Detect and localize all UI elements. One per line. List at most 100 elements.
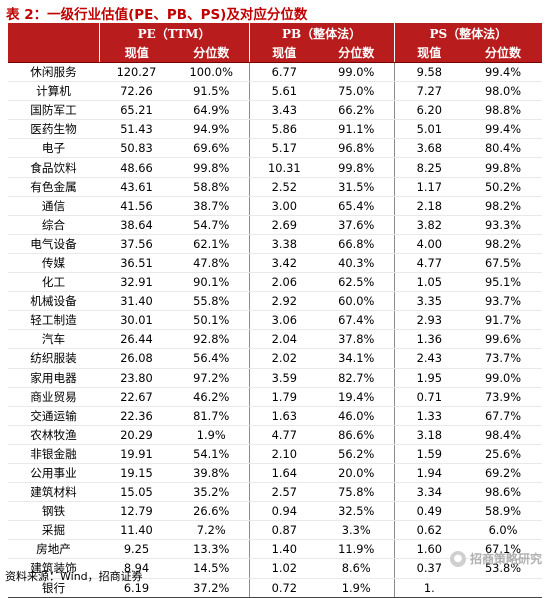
cell-name: 电子 [8,138,99,159]
cell-ps: 3.34 [393,482,465,503]
cell-pb-pct: 19.4% [319,387,395,407]
cell-name: 计算机 [8,81,99,102]
table-row: 有色金属 43.61 58.8% 2.52 31.5% 1.17 50.2% [8,177,543,197]
cell-pe: 48.66 [99,157,174,178]
cell-ps: 1.05 [393,272,465,293]
cell-pe-pct: 56.4% [174,348,250,369]
cell-ps: 1.60 [393,539,465,560]
cell-pb-pct: 11.9% [319,539,395,560]
cell-pb-pct: 60.0% [319,291,395,312]
cell-pb: 0.72 [248,578,320,598]
cell-pe-pct: 55.8% [174,291,250,312]
cell-pb-pct: 91.1% [319,119,395,140]
cell-ps: 3.68 [393,138,465,159]
cell-name: 纺织服装 [8,348,99,369]
cell-ps-pct: 91.7% [464,310,543,331]
cell-pb-pct: 37.6% [319,215,395,235]
cell-pb: 3.43 [248,100,320,121]
table-row: 轻工制造 30.01 50.1% 3.06 67.4% 2.93 91.7% [8,310,543,331]
cell-pe-pct: 94.9% [174,119,250,140]
cell-pb: 2.06 [248,272,320,293]
cell-pe-pct: 38.7% [174,196,250,216]
cell-pe: 26.08 [99,348,174,369]
cell-pb-pct: 32.5% [319,501,395,522]
cell-pe-pct: 13.3% [174,539,250,560]
table-row: 计算机 72.26 91.5% 5.61 75.0% 7.27 98.0% [8,81,543,102]
cell-pb-pct: 65.4% [319,196,395,216]
cell-pe: 51.43 [99,119,174,140]
cell-pe-pct: 69.6% [174,138,250,159]
cell-pe-pct: 46.2% [174,387,250,407]
cell-ps: 1.59 [393,444,465,464]
cell-name: 综合 [8,215,99,235]
table-row: 综合 38.64 54.7% 2.69 37.6% 3.82 93.3% [8,215,543,235]
cell-pe: 50.83 [99,138,174,159]
cell-name: 有色金属 [8,177,99,197]
cell-pe: 19.91 [99,444,174,464]
cell-pe-pct: 64.9% [174,100,250,121]
cell-ps-pct: 25.6% [464,444,543,464]
cell-ps-pct: 67.7% [464,406,543,426]
cell-ps: 1.36 [393,329,465,350]
header-pe-pct: 分位数 [174,43,250,63]
cell-pe: 32.91 [99,272,174,293]
cell-pb-pct: 82.7% [319,368,395,388]
cell-ps: 2.93 [393,310,465,331]
table-title: 表 2：一级行业估值(PE、PB、PS)及对应分位数 [6,7,308,23]
cell-ps-pct: 80.4% [464,138,543,159]
cell-pe: 38.64 [99,215,174,235]
cell-ps-pct: 99.8% [464,157,543,178]
table-row: 家用电器 23.80 97.2% 3.59 82.7% 1.95 99.0% [8,368,543,388]
valuation-table: PE（TTM） PB（整体法） PS（整体法） 现值 分位数 现值 分位数 现值… [8,23,543,598]
cell-pe: 36.51 [99,253,174,274]
cell-ps: 7.27 [393,81,465,102]
cell-pb: 0.87 [248,520,320,541]
cell-pb-pct: 62.5% [319,272,395,293]
cell-pb-pct: 75.8% [319,482,395,503]
cell-pe: 20.29 [99,425,174,445]
table-row: 机械设备 31.40 55.8% 2.92 60.0% 3.35 93.7% [8,291,543,312]
cell-ps: 3.35 [393,291,465,312]
cell-pe: 37.56 [99,234,174,254]
cell-pb-pct: 66.2% [319,100,395,121]
cell-pb: 2.57 [248,482,320,503]
cell-ps: 0.62 [393,520,465,541]
cell-name: 汽车 [8,329,99,350]
cell-pb-pct: 3.3% [319,520,395,541]
table-row: 公用事业 19.15 39.8% 1.64 20.0% 1.94 69.2% [8,463,543,484]
cell-name: 电气设备 [8,234,99,254]
table-row: 交通运输 22.36 81.7% 1.63 46.0% 1.33 67.7% [8,406,543,426]
cell-ps-pct: 50.2% [464,177,543,197]
cell-name: 农林牧渔 [8,425,99,445]
cell-ps-pct: 73.7% [464,348,543,369]
cell-ps-pct: 53.8% [464,558,543,579]
cell-pe-pct: 50.1% [174,310,250,331]
cell-pb: 2.04 [248,329,320,350]
table-row: 化工 32.91 90.1% 2.06 62.5% 1.05 95.1% [8,272,543,293]
cell-pe-pct: 39.8% [174,463,250,484]
cell-pe: 31.40 [99,291,174,312]
cell-pb: 2.10 [248,444,320,464]
cell-pe: 22.67 [99,387,174,407]
cell-ps-pct: 98.2% [464,196,543,216]
cell-pe: 26.44 [99,329,174,350]
cell-pe-pct: 90.1% [174,272,250,293]
cell-pe-pct: 62.1% [174,234,250,254]
table-row: 商业贸易 22.67 46.2% 1.79 19.4% 0.71 73.9% [8,387,543,407]
cell-pb: 5.17 [248,138,320,159]
cell-ps-pct: 98.0% [464,81,543,102]
cell-pe-pct: 54.7% [174,215,250,235]
cell-ps-pct: 98.6% [464,482,543,503]
cell-name: 建筑装饰 [8,558,99,579]
cell-pe: 8.94 [99,558,174,579]
cell-ps: 3.18 [393,425,465,445]
cell-pe-pct: 47.8% [174,253,250,274]
cell-pe-pct: 81.7% [174,406,250,426]
cell-pb-pct: 67.4% [319,310,395,331]
cell-pb: 1.40 [248,539,320,560]
cell-ps-pct: 67.5% [464,253,543,274]
cell-ps-pct [464,578,543,598]
cell-pb: 2.52 [248,177,320,197]
cell-pe: 12.79 [99,501,174,522]
cell-ps-pct: 99.4% [464,119,543,140]
